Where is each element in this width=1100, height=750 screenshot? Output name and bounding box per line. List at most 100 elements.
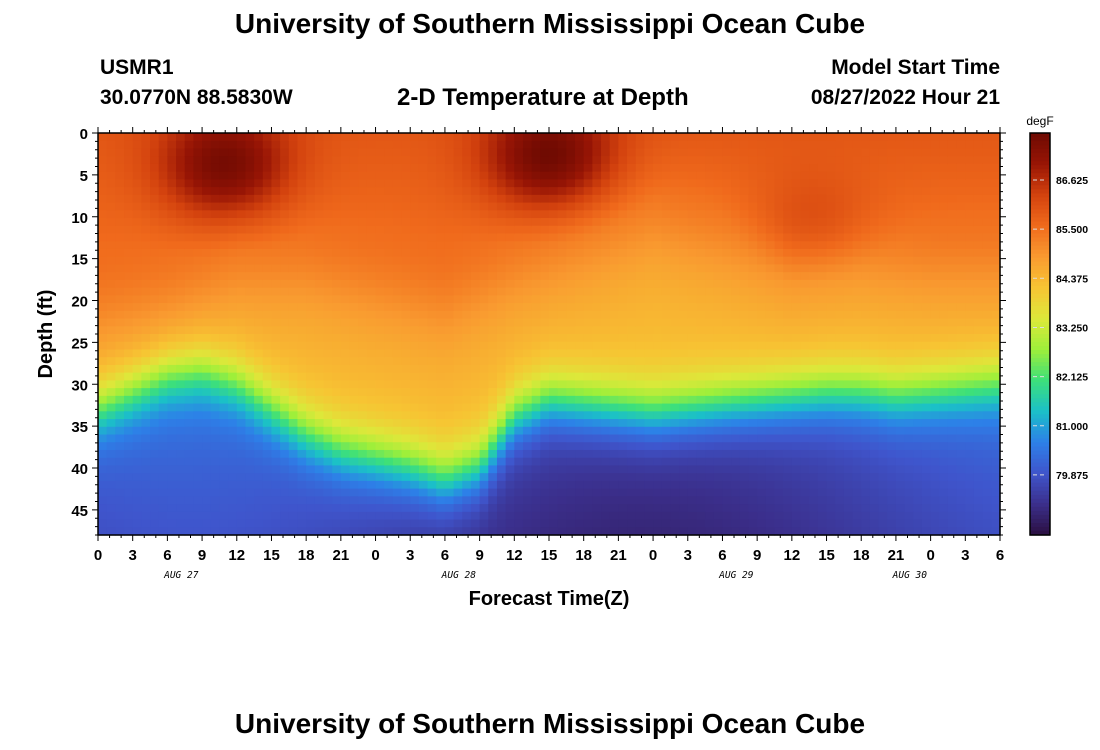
heatmap-cell <box>496 272 507 281</box>
heatmap-cell <box>254 272 264 281</box>
heatmap-cell <box>375 318 385 327</box>
heatmap-cell <box>332 310 342 320</box>
heatmap-cell <box>878 527 888 536</box>
heatmap-cell <box>297 194 307 204</box>
heatmap-cell <box>98 295 108 304</box>
heatmap-cell <box>618 241 628 250</box>
heatmap-cell <box>583 171 593 180</box>
heatmap-cell <box>661 218 672 227</box>
heatmap-cell <box>505 248 515 258</box>
heatmap-cell <box>878 395 888 405</box>
heatmap-cell <box>124 163 134 173</box>
heatmap-cell <box>124 496 134 505</box>
heatmap-cell <box>835 279 845 289</box>
heatmap-cell <box>904 310 914 320</box>
heatmap-cell <box>297 202 307 211</box>
heatmap-cell <box>167 225 177 235</box>
heatmap-cell <box>679 511 689 521</box>
heatmap-cell <box>878 519 888 528</box>
heatmap-cell <box>176 519 186 528</box>
heatmap-cell <box>228 187 238 196</box>
heatmap-cell <box>444 210 455 219</box>
heatmap-cell <box>583 426 593 436</box>
heatmap-cell <box>496 310 507 320</box>
heatmap-cell <box>462 457 472 467</box>
heatmap-cell <box>800 357 810 366</box>
heatmap-cell <box>601 395 611 405</box>
heatmap-cell <box>878 295 888 304</box>
heatmap-cell <box>358 504 368 513</box>
heatmap-cell <box>219 148 229 157</box>
heatmap-cell <box>869 473 880 482</box>
heatmap-cell <box>765 264 776 273</box>
heatmap-cell <box>228 163 238 173</box>
heatmap-cell <box>176 218 186 227</box>
heatmap-cell <box>236 449 247 459</box>
heatmap-cell <box>514 349 524 358</box>
heatmap-cell <box>124 187 134 196</box>
heatmap-cell <box>150 248 160 258</box>
heatmap-cell <box>392 303 403 312</box>
heatmap-cell <box>228 403 238 412</box>
heatmap-cell <box>774 380 784 389</box>
heatmap-cell <box>219 465 229 474</box>
heatmap-cell <box>288 248 299 258</box>
heatmap-cell <box>418 272 429 281</box>
heatmap-cell <box>566 496 576 505</box>
heatmap-cell <box>427 310 437 320</box>
heatmap-cell <box>314 457 325 467</box>
heatmap-cell <box>340 334 351 343</box>
heatmap-cell <box>522 218 533 227</box>
heatmap-cell <box>731 388 741 397</box>
heatmap-cell <box>453 210 463 219</box>
heatmap-cell <box>202 318 212 327</box>
heatmap-cell <box>921 519 932 528</box>
heatmap-cell <box>731 480 741 490</box>
heatmap-cell <box>609 218 619 227</box>
heatmap-cell <box>202 372 212 381</box>
heatmap-cell <box>800 504 810 513</box>
heatmap-cell <box>98 326 108 335</box>
heatmap-cell <box>583 133 593 142</box>
heatmap-cell <box>141 519 151 528</box>
heatmap-cell <box>392 442 403 451</box>
heatmap-cell <box>878 419 888 428</box>
heatmap-cell <box>141 156 151 165</box>
heatmap-cell <box>271 426 281 436</box>
heatmap-cell <box>687 449 698 459</box>
heatmap-cell <box>739 504 750 513</box>
heatmap-cell <box>375 133 385 142</box>
heatmap-cell <box>609 171 619 180</box>
heatmap-cell <box>661 349 672 358</box>
heatmap-cell <box>670 326 680 335</box>
heatmap-cell <box>384 403 394 412</box>
heatmap-cell <box>713 233 724 242</box>
heatmap-cell <box>722 357 732 366</box>
heatmap-cell <box>696 426 706 436</box>
heatmap-cell <box>635 395 645 405</box>
heatmap-cell <box>280 488 290 497</box>
heatmap-cell <box>288 295 299 304</box>
heatmap-cell <box>427 395 437 405</box>
heatmap-cell <box>323 272 333 281</box>
heatmap-cell <box>193 310 203 320</box>
heatmap-cell <box>774 279 784 289</box>
heatmap-cell <box>488 388 498 397</box>
heatmap-cell <box>653 480 663 490</box>
heatmap-cell <box>150 403 160 412</box>
heatmap-cell <box>210 295 221 304</box>
heatmap-cell <box>887 140 897 150</box>
heatmap-cell <box>783 241 793 250</box>
heatmap-cell <box>895 411 906 420</box>
heatmap-cell <box>496 318 507 327</box>
heatmap-cell <box>522 364 533 374</box>
heatmap-cell <box>323 419 333 428</box>
heatmap-cell <box>141 210 151 219</box>
heatmap-cell <box>401 341 411 351</box>
heatmap-cell <box>835 156 845 165</box>
heatmap-cell <box>106 272 116 281</box>
heatmap-cell <box>583 163 593 173</box>
heatmap-cell <box>791 504 802 513</box>
heatmap-cell <box>236 357 247 366</box>
heatmap-cell <box>913 295 923 304</box>
